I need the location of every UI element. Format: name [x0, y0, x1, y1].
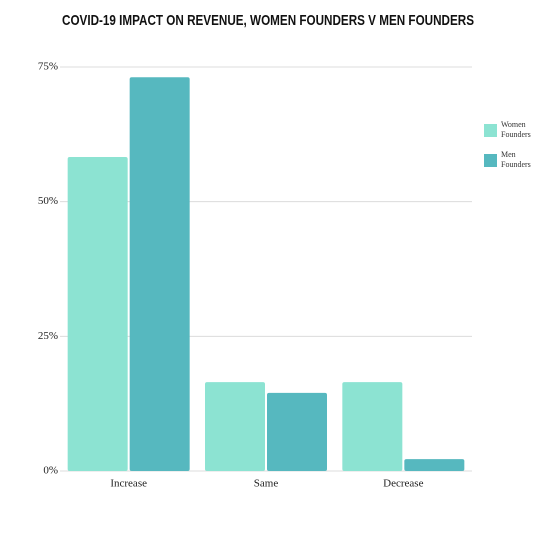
y-tick-label: 75% [38, 61, 58, 73]
y-tick-label: 0% [43, 465, 58, 477]
x-tick-label: Decrease [383, 478, 423, 490]
x-tick-label: Same [254, 478, 279, 490]
y-tick-label: 50% [38, 195, 58, 207]
bar [267, 392, 327, 471]
x-tick-label: Increase [110, 478, 147, 490]
legend-label: Men Founders [501, 150, 531, 169]
legend-label: Women Founders [501, 120, 531, 139]
bar [67, 156, 128, 471]
bar [404, 459, 465, 471]
bar [342, 382, 403, 471]
legend-item: Men Founders [484, 150, 535, 170]
legend-swatch [484, 124, 497, 137]
legend-swatch [484, 154, 497, 167]
chart-title: COVID-19 IMPACT ON REVENUE, WOMEN FOUNDE… [62, 12, 474, 29]
legend-item: Women Founders [484, 120, 535, 140]
bar [205, 382, 265, 471]
legend: Women Founders Men Founders [484, 120, 535, 180]
y-tick-label: 25% [38, 330, 58, 342]
bar [129, 77, 190, 471]
